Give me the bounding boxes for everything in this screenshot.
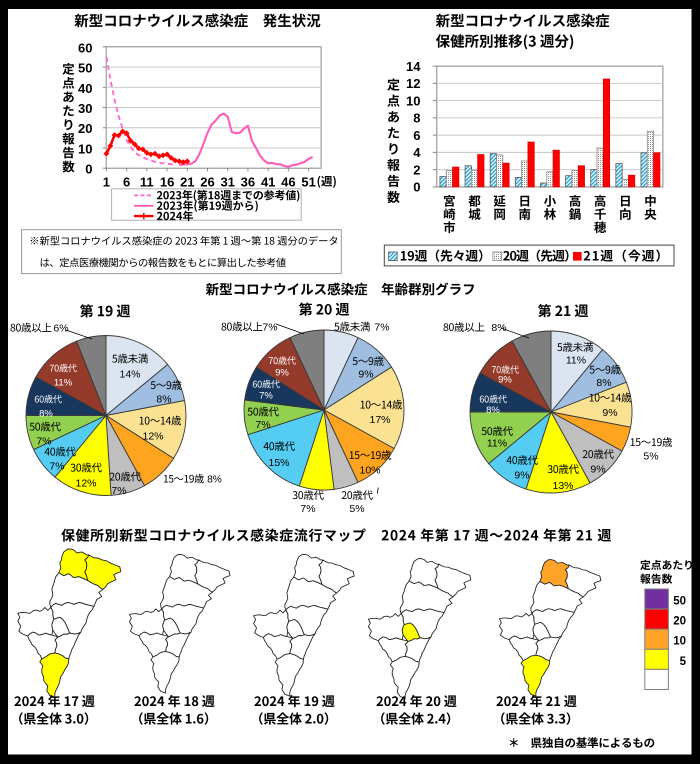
svg-text:46: 46 bbox=[281, 174, 295, 189]
svg-text:2: 2 bbox=[413, 162, 420, 177]
svg-text:0: 0 bbox=[413, 180, 420, 195]
svg-text:21: 21 bbox=[180, 174, 194, 189]
svg-text:9%: 9% bbox=[358, 369, 373, 381]
svg-text:9%: 9% bbox=[498, 375, 512, 386]
svg-text:14: 14 bbox=[406, 59, 421, 74]
svg-text:31: 31 bbox=[220, 174, 234, 189]
svg-text:8%: 8% bbox=[39, 409, 53, 420]
svg-text:12%: 12% bbox=[142, 431, 163, 443]
svg-text:11%: 11% bbox=[54, 378, 73, 389]
svg-text:5: 5 bbox=[680, 656, 687, 668]
svg-text:7%: 7% bbox=[262, 322, 277, 334]
svg-text:11%: 11% bbox=[487, 438, 507, 450]
svg-text:20: 20 bbox=[673, 616, 686, 628]
svg-text:60: 60 bbox=[78, 40, 92, 55]
svg-text:11%: 11% bbox=[566, 355, 586, 367]
svg-text:41: 41 bbox=[261, 174, 275, 189]
svg-text:7%: 7% bbox=[49, 461, 64, 473]
svg-text:12: 12 bbox=[406, 76, 420, 91]
svg-text:36: 36 bbox=[241, 174, 255, 189]
svg-text:7%: 7% bbox=[255, 419, 270, 431]
svg-text:13%: 13% bbox=[552, 480, 573, 492]
svg-text:7%: 7% bbox=[300, 503, 315, 515]
svg-text:7%: 7% bbox=[259, 391, 273, 402]
svg-text:8%: 8% bbox=[207, 475, 222, 486]
svg-text:17%: 17% bbox=[369, 414, 390, 426]
svg-text:9%: 9% bbox=[275, 368, 289, 379]
svg-text:9%: 9% bbox=[590, 464, 605, 476]
svg-text:40: 40 bbox=[78, 81, 92, 96]
svg-text:5%: 5% bbox=[643, 451, 658, 463]
svg-text:6: 6 bbox=[123, 174, 130, 189]
svg-text:20: 20 bbox=[78, 121, 92, 136]
svg-text:4: 4 bbox=[413, 145, 421, 160]
svg-text:14%: 14% bbox=[119, 369, 140, 381]
svg-text:15%: 15% bbox=[268, 457, 289, 469]
svg-text:12%: 12% bbox=[75, 478, 96, 490]
svg-text:7%: 7% bbox=[111, 485, 126, 497]
svg-text:10%: 10% bbox=[359, 465, 380, 477]
svg-text:5%: 5% bbox=[349, 503, 364, 515]
svg-text:8%: 8% bbox=[491, 322, 506, 334]
svg-text:8: 8 bbox=[413, 111, 420, 126]
svg-text:11: 11 bbox=[140, 174, 154, 189]
svg-text:6%: 6% bbox=[53, 323, 68, 335]
svg-text:6: 6 bbox=[413, 128, 420, 143]
svg-text:8%: 8% bbox=[596, 377, 611, 389]
svg-text:9%: 9% bbox=[514, 470, 529, 482]
svg-text:7%: 7% bbox=[36, 436, 51, 448]
svg-text:50: 50 bbox=[673, 596, 686, 608]
svg-text:7%: 7% bbox=[374, 322, 389, 334]
svg-text:10: 10 bbox=[673, 636, 686, 648]
svg-text:30: 30 bbox=[78, 101, 92, 116]
svg-text:9%: 9% bbox=[602, 407, 617, 419]
svg-text:1: 1 bbox=[103, 174, 110, 189]
svg-text:50: 50 bbox=[78, 61, 92, 76]
svg-text:26: 26 bbox=[200, 174, 214, 189]
svg-text:8%: 8% bbox=[486, 405, 500, 416]
svg-text:10: 10 bbox=[406, 93, 420, 108]
svg-text:0: 0 bbox=[85, 162, 92, 177]
svg-text:10: 10 bbox=[78, 142, 92, 157]
svg-text:51: 51 bbox=[301, 174, 315, 189]
svg-text:16: 16 bbox=[160, 174, 174, 189]
svg-text:8%: 8% bbox=[156, 394, 171, 406]
